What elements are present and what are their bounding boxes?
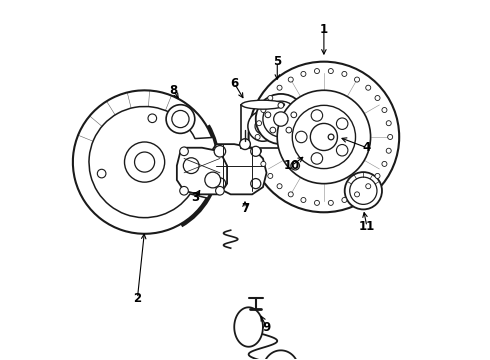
Circle shape (386, 148, 391, 153)
Circle shape (301, 71, 306, 76)
Circle shape (270, 127, 276, 133)
Text: 7: 7 (241, 202, 249, 215)
Circle shape (344, 172, 382, 210)
Circle shape (277, 90, 370, 184)
Circle shape (342, 198, 347, 203)
Polygon shape (209, 144, 267, 194)
Ellipse shape (242, 100, 285, 109)
Circle shape (355, 192, 360, 197)
Circle shape (277, 184, 282, 189)
Circle shape (248, 111, 278, 141)
Text: 1: 1 (320, 23, 328, 36)
Circle shape (288, 192, 294, 197)
Circle shape (148, 114, 157, 123)
Circle shape (180, 186, 188, 195)
Text: 9: 9 (262, 320, 270, 333)
Circle shape (180, 147, 188, 156)
Text: 6: 6 (230, 77, 238, 90)
Circle shape (172, 111, 189, 128)
Circle shape (240, 139, 250, 149)
Circle shape (382, 161, 387, 166)
Text: 5: 5 (273, 55, 281, 68)
Circle shape (261, 108, 266, 113)
Circle shape (375, 174, 380, 179)
Circle shape (265, 112, 271, 118)
Circle shape (366, 85, 371, 90)
Text: 2: 2 (133, 292, 142, 305)
Circle shape (311, 110, 322, 121)
Circle shape (342, 71, 347, 76)
Circle shape (124, 142, 165, 182)
Circle shape (277, 85, 282, 90)
Circle shape (375, 95, 380, 100)
Circle shape (255, 118, 271, 134)
Circle shape (315, 201, 319, 206)
Circle shape (183, 158, 199, 174)
Circle shape (366, 184, 371, 189)
Circle shape (268, 174, 273, 179)
Circle shape (268, 95, 273, 100)
Circle shape (214, 178, 225, 189)
Circle shape (328, 134, 334, 140)
Circle shape (291, 161, 299, 170)
Circle shape (315, 68, 319, 73)
Text: 10: 10 (284, 159, 300, 172)
Text: 4: 4 (363, 141, 371, 154)
Circle shape (251, 146, 261, 156)
Circle shape (257, 121, 262, 126)
Circle shape (311, 153, 322, 164)
Circle shape (291, 112, 296, 118)
Circle shape (166, 105, 195, 134)
Circle shape (261, 161, 266, 166)
Text: 11: 11 (359, 220, 375, 233)
Circle shape (263, 101, 299, 137)
Circle shape (248, 62, 399, 212)
Polygon shape (177, 148, 227, 194)
Circle shape (328, 68, 333, 73)
Circle shape (98, 169, 106, 178)
Circle shape (257, 148, 262, 153)
Circle shape (350, 177, 377, 204)
Circle shape (274, 112, 288, 126)
Circle shape (288, 77, 294, 82)
Text: 3: 3 (191, 192, 199, 204)
Text: 8: 8 (169, 84, 177, 97)
Circle shape (216, 186, 224, 195)
Circle shape (301, 198, 306, 203)
Circle shape (382, 108, 387, 113)
Circle shape (386, 121, 391, 126)
Circle shape (388, 134, 392, 139)
Circle shape (205, 172, 220, 188)
Circle shape (214, 145, 225, 157)
Circle shape (256, 94, 306, 144)
Circle shape (355, 77, 360, 82)
Circle shape (328, 201, 333, 206)
Circle shape (135, 152, 155, 172)
Circle shape (292, 105, 356, 168)
Circle shape (337, 144, 348, 156)
Circle shape (310, 123, 338, 150)
Circle shape (295, 131, 307, 143)
Circle shape (286, 127, 292, 133)
Circle shape (337, 118, 348, 130)
Circle shape (251, 179, 261, 189)
Bar (242, 105, 285, 148)
Circle shape (278, 103, 284, 108)
Circle shape (255, 134, 260, 139)
